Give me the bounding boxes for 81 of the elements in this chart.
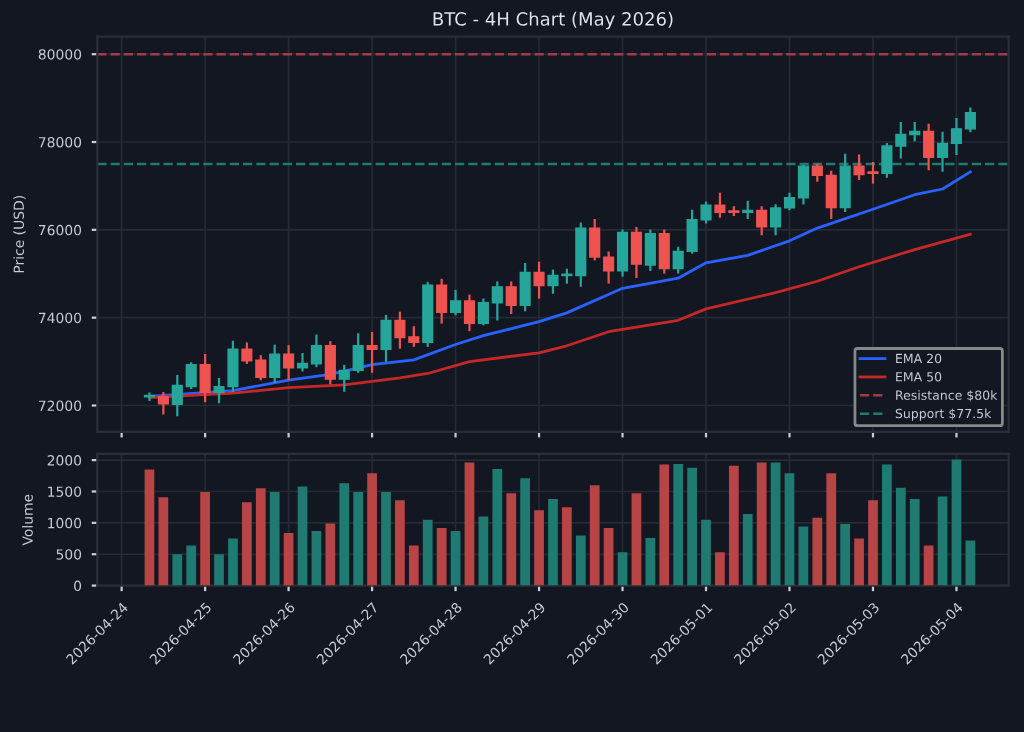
bar: [339, 483, 350, 586]
bar: [715, 552, 725, 586]
bar: [840, 524, 851, 586]
bar: [603, 527, 614, 586]
bar: [186, 545, 197, 586]
bar: [311, 531, 322, 586]
bar: [367, 473, 377, 586]
candlestick: [533, 261, 545, 299]
bar: [464, 462, 475, 586]
bar: [965, 540, 976, 586]
bar: [353, 492, 364, 586]
bar: [589, 485, 600, 586]
bar: [395, 500, 405, 586]
bar: [798, 526, 809, 586]
bar: [895, 487, 906, 586]
bar: [826, 473, 837, 586]
candlestick: [630, 226, 643, 278]
bar: [923, 545, 934, 586]
candlestick: [616, 229, 629, 277]
bar: [562, 507, 572, 586]
bar: [325, 523, 336, 586]
candlestick: [324, 341, 336, 385]
bar: [172, 554, 183, 586]
bar: [687, 467, 697, 586]
bar: [812, 517, 823, 586]
bar: [144, 469, 155, 586]
bar: [200, 492, 210, 586]
bar: [770, 462, 781, 586]
bar: [937, 496, 948, 586]
candlestick: [923, 123, 935, 171]
bar: [548, 499, 558, 586]
bar: [784, 473, 795, 586]
bar: [283, 532, 294, 586]
bar: [728, 465, 739, 586]
candlestick: [283, 345, 295, 381]
bar: [269, 492, 280, 586]
bar: [478, 516, 489, 586]
bar: [742, 514, 753, 586]
bar: [381, 492, 391, 586]
bar: [701, 519, 711, 586]
candlestick: [839, 153, 851, 213]
bar: [255, 488, 266, 586]
bar: [228, 538, 238, 586]
bar: [631, 493, 642, 586]
bar: [645, 537, 656, 586]
bar: [214, 554, 224, 586]
bar: [436, 527, 447, 586]
bar: [506, 493, 517, 586]
candlestick: [269, 344, 281, 383]
bar: [659, 464, 670, 586]
bar: [492, 468, 503, 586]
bar: [909, 499, 920, 586]
bar: [951, 459, 962, 586]
bar: [408, 545, 419, 586]
candlestick: [644, 229, 656, 271]
candlestick: [199, 353, 211, 403]
bar: [854, 538, 864, 586]
bar: [868, 500, 878, 586]
bar: [617, 552, 628, 586]
bar: [673, 463, 684, 586]
bar: [422, 519, 433, 586]
chart-title: BTC - 4H Chart (May 2026): [433, 11, 673, 30]
candlestick: [658, 229, 670, 274]
candlestick: [505, 281, 517, 314]
candlestick: [380, 314, 392, 362]
bar: [534, 510, 544, 586]
bar: [575, 535, 586, 586]
bar: [882, 464, 892, 586]
candlestick: [756, 206, 768, 236]
candlestick: [449, 289, 462, 316]
bar: [297, 486, 308, 586]
bar: [158, 497, 169, 586]
bar: [241, 502, 252, 586]
candlestick: [436, 278, 448, 324]
bar: [520, 478, 530, 586]
candlestick: [366, 331, 378, 373]
bar: [756, 462, 767, 586]
candlestick: [157, 392, 169, 415]
candlestick: [519, 263, 531, 312]
bar: [450, 531, 461, 586]
candlestick: [463, 294, 476, 332]
